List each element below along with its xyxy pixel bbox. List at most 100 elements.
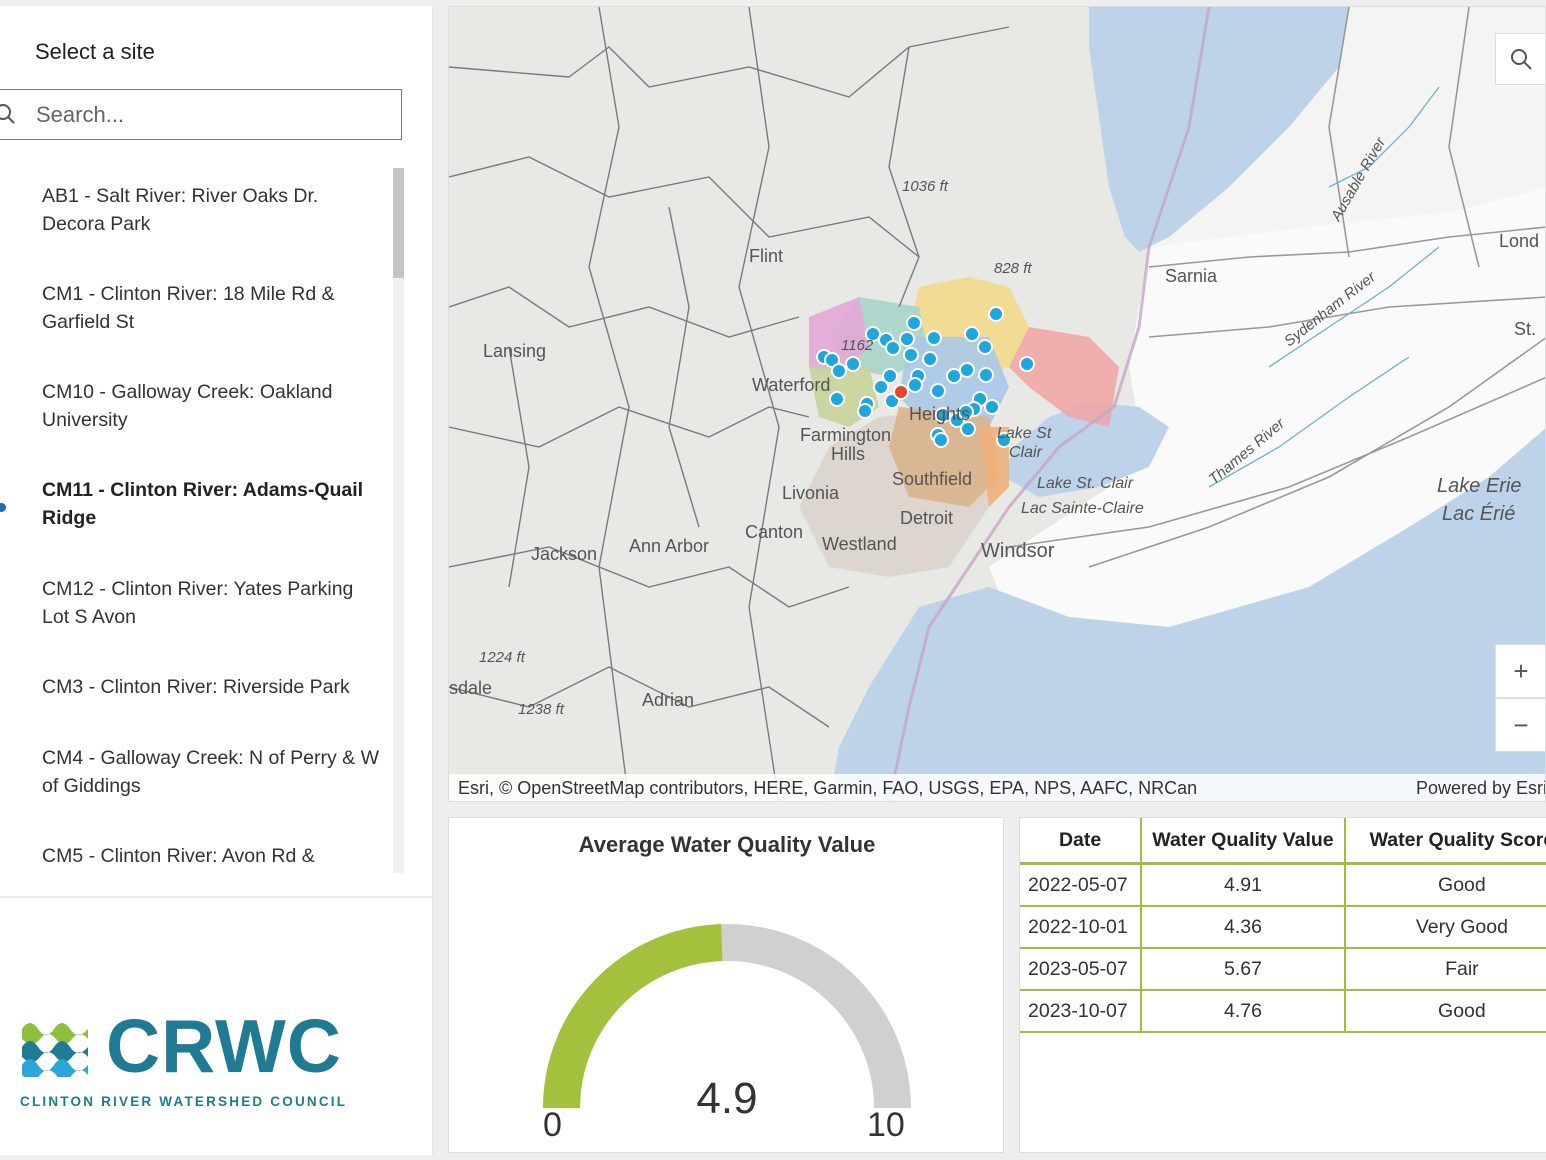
site-list-item[interactable]: CM12 - Clinton River: Yates Parking Lot … (42, 578, 354, 628)
site-marker[interactable] (922, 351, 938, 367)
average-water-quality-gauge: Average Water Quality Value 0 10 4.9 (448, 817, 1004, 1153)
site-marker[interactable] (831, 363, 847, 379)
map-view[interactable]: Flint Lansing Waterford Farmington Hills… (448, 6, 1546, 802)
site-marker[interactable] (1019, 356, 1035, 372)
column-header-date[interactable]: Date (1020, 818, 1143, 865)
water-quality-table-panel: Date Water Quality Value Water Quality S… (1019, 817, 1546, 1153)
table-row[interactable]: 2023-05-07 5.67 Fair (1020, 948, 1546, 991)
site-marker[interactable] (946, 368, 962, 384)
map-canvas[interactable]: Flint Lansing Waterford Farmington Hills… (449, 7, 1546, 802)
search-icon (0, 104, 15, 124)
map-label-canton: Canton (745, 522, 803, 542)
site-marker[interactable] (930, 383, 946, 399)
cell-value: 4.36 (1141, 906, 1346, 949)
site-marker[interactable] (988, 306, 1004, 322)
map-label-lake-erie: Lake Erie (1437, 475, 1522, 497)
site-list-item[interactable]: CM4 - Galloway Creek: N of Perry & W of … (42, 747, 379, 797)
table-row[interactable]: 2022-05-07 4.91 Good (1020, 863, 1546, 907)
logo-area: CRWC CLINTON RIVER WATERSHED COUNCIL (0, 897, 433, 1155)
map-label-westland: Westland (822, 534, 897, 554)
water-quality-table: Date Water Quality Value Water Quality S… (1020, 818, 1546, 1033)
search-icon (1511, 49, 1532, 70)
map-label-jackson: Jackson (531, 544, 597, 564)
cell-date: 2023-05-07 (1020, 948, 1143, 991)
site-marker[interactable] (959, 362, 975, 378)
table-row[interactable]: 2022-10-01 4.36 Very Good (1020, 906, 1546, 949)
map-label-hills: Hills (831, 444, 865, 464)
site-marker[interactable] (899, 331, 915, 347)
site-list-item[interactable]: CM3 - Clinton River: Riverside Park (42, 676, 350, 698)
site-marker[interactable] (885, 340, 901, 356)
map-attribution: Esri, © OpenStreetMap contributors, HERE… (449, 774, 1546, 801)
site-marker[interactable] (933, 432, 949, 448)
site-list-item[interactable]: CM5 - Clinton River: Avon Rd & (42, 845, 315, 867)
site-marker[interactable] (996, 432, 1012, 448)
zoom-in-button[interactable]: + (1495, 644, 1545, 698)
zoom-out-button[interactable]: − (1495, 698, 1545, 752)
site-list-item[interactable]: CM1 - Clinton River: 18 Mile Rd & Garfie… (42, 283, 335, 333)
map-label-ann-arbor: Ann Arbor (629, 536, 709, 556)
map-label-flint: Flint (749, 246, 783, 266)
map-label-lac-erie: Lac Érié (1442, 502, 1515, 525)
gauge-fill (543, 924, 723, 1108)
map-label-southfield: Southfield (892, 469, 972, 489)
site-marker[interactable] (845, 356, 861, 372)
logo-subtitle: CLINTON RIVER WATERSHED COUNCIL (20, 1094, 348, 1109)
site-list-item-selected[interactable]: CM11 - Clinton River: Adams-Quail Ridge (42, 479, 364, 529)
site-marker[interactable] (829, 391, 845, 407)
map-label-windsor: Windsor (981, 540, 1055, 562)
cell-score: Very Good (1344, 906, 1546, 949)
site-marker[interactable] (882, 368, 898, 384)
map-label-lake-st-clair-small: Lake St (997, 425, 1052, 442)
map-label-heights: Heights (909, 404, 970, 424)
map-label-elev-1224: 1224 ft (479, 649, 526, 666)
attribution-text: Esri, © OpenStreetMap contributors, HERE… (458, 778, 1198, 798)
map-label-elev-828: 828 ft (994, 260, 1032, 277)
cell-score: Good (1344, 990, 1546, 1033)
selected-site-marker[interactable] (893, 384, 909, 400)
site-marker[interactable] (824, 352, 840, 368)
map-label-lansing: Lansing (483, 341, 546, 361)
site-marker[interactable] (978, 367, 994, 383)
map-label-livonia: Livonia (782, 483, 840, 503)
cell-date: 2022-05-07 (1020, 863, 1143, 907)
site-selector-title: Select a site (35, 39, 155, 64)
cell-value: 4.91 (1141, 863, 1346, 907)
map-label-elev-1238: 1238 ft (518, 701, 565, 718)
site-list-scrollbar[interactable] (393, 168, 404, 873)
site-marker[interactable] (865, 326, 881, 342)
site-marker[interactable] (964, 326, 980, 342)
cell-value: 4.76 (1141, 990, 1346, 1033)
site-markers[interactable] (816, 306, 1035, 448)
column-header-score[interactable]: Water Quality Score (1344, 818, 1546, 865)
search-box[interactable] (0, 89, 402, 140)
column-header-value[interactable]: Water Quality Value (1141, 818, 1346, 865)
site-marker[interactable] (873, 379, 889, 395)
site-marker[interactable] (984, 399, 1000, 415)
map-label-elev-1036: 1036 ft (902, 178, 949, 195)
site-marker[interactable] (907, 377, 923, 393)
map-label-waterford: Waterford (752, 375, 830, 395)
site-marker[interactable] (960, 421, 976, 437)
site-marker[interactable] (935, 407, 951, 423)
scrollbar-thumb[interactable] (393, 168, 404, 278)
site-marker[interactable] (906, 315, 922, 331)
site-marker[interactable] (903, 347, 919, 363)
map-search-button[interactable] (1495, 33, 1545, 85)
site-marker[interactable] (958, 404, 974, 420)
site-list-item[interactable]: AB1 - Salt River: River Oaks Dr. Decora … (42, 185, 319, 235)
site-list-item[interactable]: CM10 - Galloway Creek: Oakland Universit… (42, 381, 333, 431)
search-input[interactable] (34, 98, 388, 132)
map-label-st: St. (1514, 319, 1536, 339)
map-label-sdale: sdale (449, 678, 492, 698)
site-marker[interactable] (926, 330, 942, 346)
cell-score: Fair (1344, 948, 1546, 991)
cell-score: Good (1344, 863, 1546, 907)
map-label-lake-st-clair: Lake St. Clair (1037, 475, 1134, 492)
table-row[interactable]: 2023-10-07 4.76 Good (1020, 990, 1546, 1033)
map-label-elev-1162: 1162 (841, 337, 874, 354)
site-marker[interactable] (977, 339, 993, 355)
site-marker[interactable] (857, 403, 873, 419)
powered-by-esri-link[interactable]: Powered by Esri (1415, 778, 1546, 798)
gauge-title: Average Water Quality Value (578, 832, 876, 857)
